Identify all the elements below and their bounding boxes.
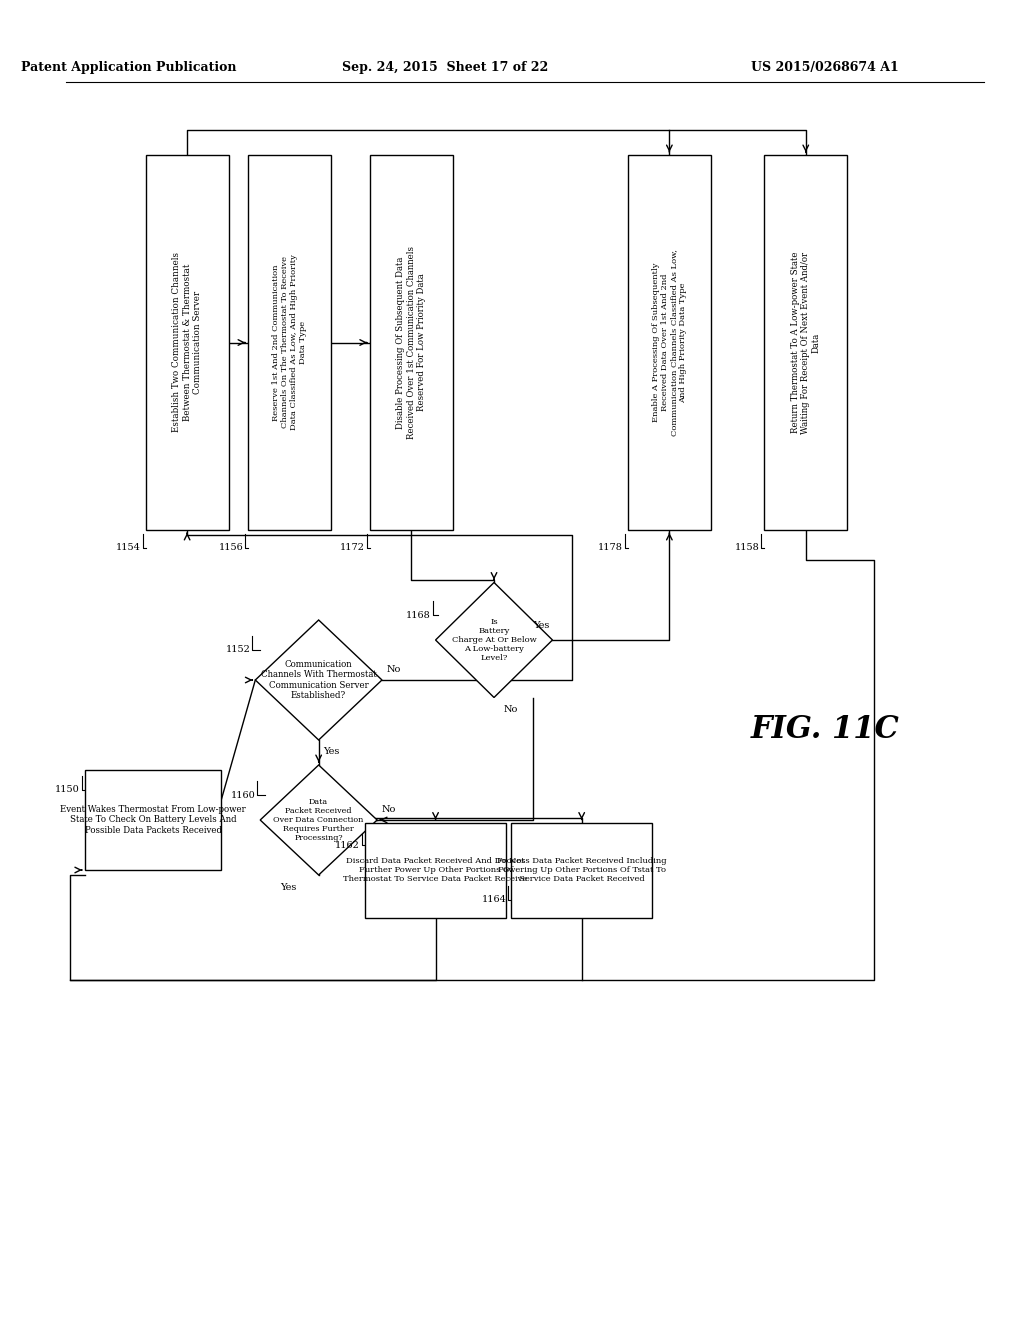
Text: 1154: 1154 [116,544,141,553]
Text: 1160: 1160 [230,791,255,800]
Text: Communication
Channels With Thermostat
Communication Server
Established?: Communication Channels With Thermostat C… [261,660,377,700]
Polygon shape [260,766,377,875]
Text: No: No [387,665,401,675]
Text: Yes: Yes [324,747,340,756]
Text: Yes: Yes [532,620,549,630]
Bar [511,822,652,917]
Text: Reserve 1st And 2nd Communication
Channels On The Thermostat To Receive
Data Cla: Reserve 1st And 2nd Communication Channe… [271,255,307,430]
Text: No: No [382,805,396,814]
Text: Yes: Yes [280,883,296,891]
Bar [628,154,711,531]
Text: 1152: 1152 [225,645,251,655]
Text: FIG. 11C: FIG. 11C [751,714,900,746]
Text: 1150: 1150 [55,785,80,795]
Text: US 2015/0268674 A1: US 2015/0268674 A1 [752,62,899,74]
Text: Is
Battery
Charge At Or Below
A Low-battery
Level?: Is Battery Charge At Or Below A Low-batt… [452,618,537,663]
Text: 1172: 1172 [340,544,365,553]
Text: Sep. 24, 2015  Sheet 17 of 22: Sep. 24, 2015 Sheet 17 of 22 [342,62,549,74]
Text: Patent Application Publication: Patent Application Publication [20,62,237,74]
Text: Disable Processing Of Subsequent Data
Received Over 1st Communication Channels
R: Disable Processing Of Subsequent Data Re… [396,246,426,440]
Bar [370,154,453,531]
Bar [85,770,221,870]
Bar [248,154,331,531]
Text: Establish Two Communication Channels
Between Thermostat & Thermostat
Communicati: Establish Two Communication Channels Bet… [172,252,202,433]
Bar [365,822,506,917]
Text: 1158: 1158 [735,544,760,553]
Text: Return Thermostat To A Low-power State
Waiting For Receipt Of Next Event And/or
: Return Thermostat To A Low-power State W… [791,251,820,433]
Text: 1168: 1168 [406,610,431,619]
Text: Enable A Processing Of Subsequently
Received Data Over 1st And 2nd
Communication: Enable A Processing Of Subsequently Rece… [651,249,687,436]
Text: No: No [504,705,518,714]
Polygon shape [255,620,382,741]
Polygon shape [435,582,553,697]
Bar [145,154,228,531]
Text: 1164: 1164 [481,895,506,904]
Text: Data
Packet Received
Over Data Connection
Requires Further
Processing?: Data Packet Received Over Data Connectio… [273,797,364,842]
Text: 1156: 1156 [218,544,243,553]
Text: Discard Data Packet Received And Do Not
Further Power Up Other Portions Of
Therm: Discard Data Packet Received And Do Not … [343,857,527,883]
Text: Process Data Packet Received Including
Powering Up Other Portions Of Tstat To
Se: Process Data Packet Received Including P… [497,857,667,883]
Bar [764,154,847,531]
Text: Event Wakes Thermostat From Low-power
State To Check On Battery Levels And
Possi: Event Wakes Thermostat From Low-power St… [60,805,246,836]
Text: 1162: 1162 [335,841,360,850]
Text: 1178: 1178 [598,544,623,553]
